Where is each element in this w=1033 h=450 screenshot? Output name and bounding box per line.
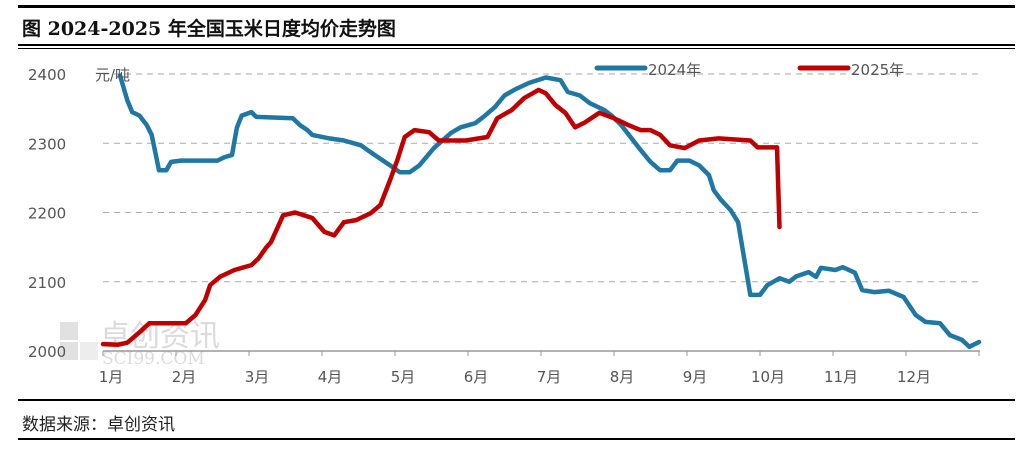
watermark-logo: 卓创资讯 SCI99.COM (60, 319, 220, 369)
watermark-en: SCI99.COM (102, 349, 205, 369)
x-tick-label: 6月 (464, 368, 489, 386)
x-tick-label: 8月 (610, 368, 635, 386)
x-tick-label: 11月 (824, 368, 858, 386)
x-tick-label: 3月 (245, 368, 270, 386)
bottom-rule (18, 438, 1015, 440)
series-line-2025年 (100, 87, 782, 348)
legend-label: 2025年 (851, 61, 904, 79)
source-note: 数据来源：卓创资讯 (22, 415, 175, 435)
y-tick-label: 2000 (28, 343, 66, 361)
x-tick-label: 5月 (391, 368, 416, 386)
x-tick-label: 7月 (537, 368, 562, 386)
y-tick-label: 2200 (28, 205, 66, 223)
source-rule (18, 399, 1015, 401)
legend-label: 2024年 (648, 61, 701, 79)
x-tick-label: 4月 (318, 368, 343, 386)
chart-title: 图 2024-2025 年全国玉米日度均价走势图 (22, 18, 396, 40)
x-tick-label: 12月 (897, 368, 931, 386)
title-rule-thin (18, 48, 1015, 49)
x-tick-label: 10月 (751, 368, 785, 386)
x-tick-label: 2月 (172, 368, 197, 386)
y-tick-label: 2300 (28, 135, 66, 153)
x-tick-label: 1月 (99, 368, 124, 386)
x-tick-label: 9月 (683, 368, 708, 386)
title-rule (18, 44, 1015, 46)
series-line-2024年 (117, 73, 982, 350)
y-tick-label: 2100 (28, 274, 66, 292)
top-rule (18, 5, 1015, 8)
y-tick-label: 2400 (28, 66, 66, 84)
y-axis-unit: 元/吨 (95, 66, 130, 84)
